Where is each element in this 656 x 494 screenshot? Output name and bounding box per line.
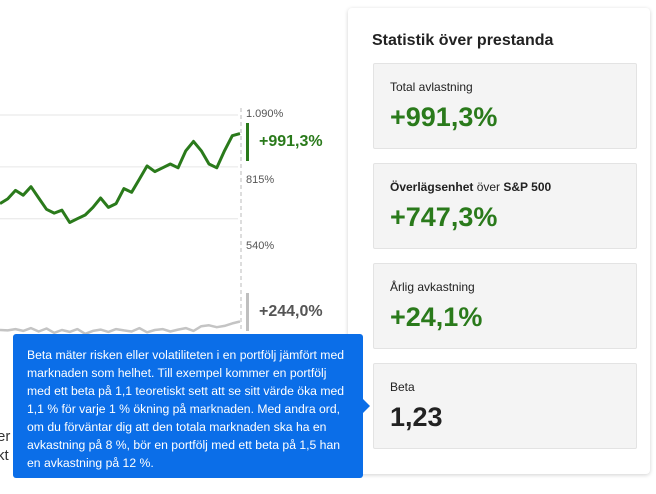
tooltip-arrow — [363, 399, 370, 413]
stat-value: +24,1% — [390, 302, 483, 332]
chart-canvas — [0, 108, 242, 336]
performance-stats-panel: Statistik över prestanda Total avlastnin… — [348, 8, 650, 474]
beta-tooltip: Beta mäter risken eller volatiliteten i … — [13, 334, 363, 478]
stat-label-bold-1: Överlägsenhet — [390, 180, 474, 194]
stat-card-beta[interactable]: Beta 1,23 — [373, 363, 637, 449]
y-tick-540: 540% — [246, 240, 275, 252]
series-end-label-portfolio: +991,3% — [246, 123, 342, 161]
stat-card-annual-return: Årlig avkastning +24,1% — [373, 263, 637, 349]
series-end-label-benchmark: +244,0% — [246, 293, 342, 331]
series-line-portfolio — [0, 132, 241, 224]
stat-label-bold-2: S&P 500 — [503, 180, 552, 194]
performance-chart: 1.090% 815% 540% +991,3% +244,0% er kt — [0, 108, 342, 464]
stat-label-mid: över — [473, 180, 504, 194]
stat-label: Total avlastning — [390, 80, 473, 94]
y-tick-1090: 1.090% — [246, 108, 284, 120]
stat-card-total-return: Total avlastning +991,3% — [373, 63, 637, 149]
stat-value: 1,23 — [390, 402, 443, 432]
partial-text-line-2: kt — [0, 447, 9, 464]
stat-value: +747,3% — [390, 202, 498, 232]
stat-label: Beta — [390, 380, 415, 394]
stat-value: +991,3% — [390, 102, 498, 132]
stat-label: Årlig avkastning — [390, 280, 475, 294]
stat-card-outperformance: Överlägsenhet över S&P 500 +747,3% — [373, 163, 637, 249]
y-tick-815: 815% — [246, 174, 275, 186]
stats-title: Statistik över prestanda — [372, 32, 554, 49]
series-line-benchmark — [0, 320, 241, 336]
partial-text-line-1: er — [0, 428, 11, 445]
stat-label: Överlägsenhet över S&P 500 — [390, 180, 551, 194]
